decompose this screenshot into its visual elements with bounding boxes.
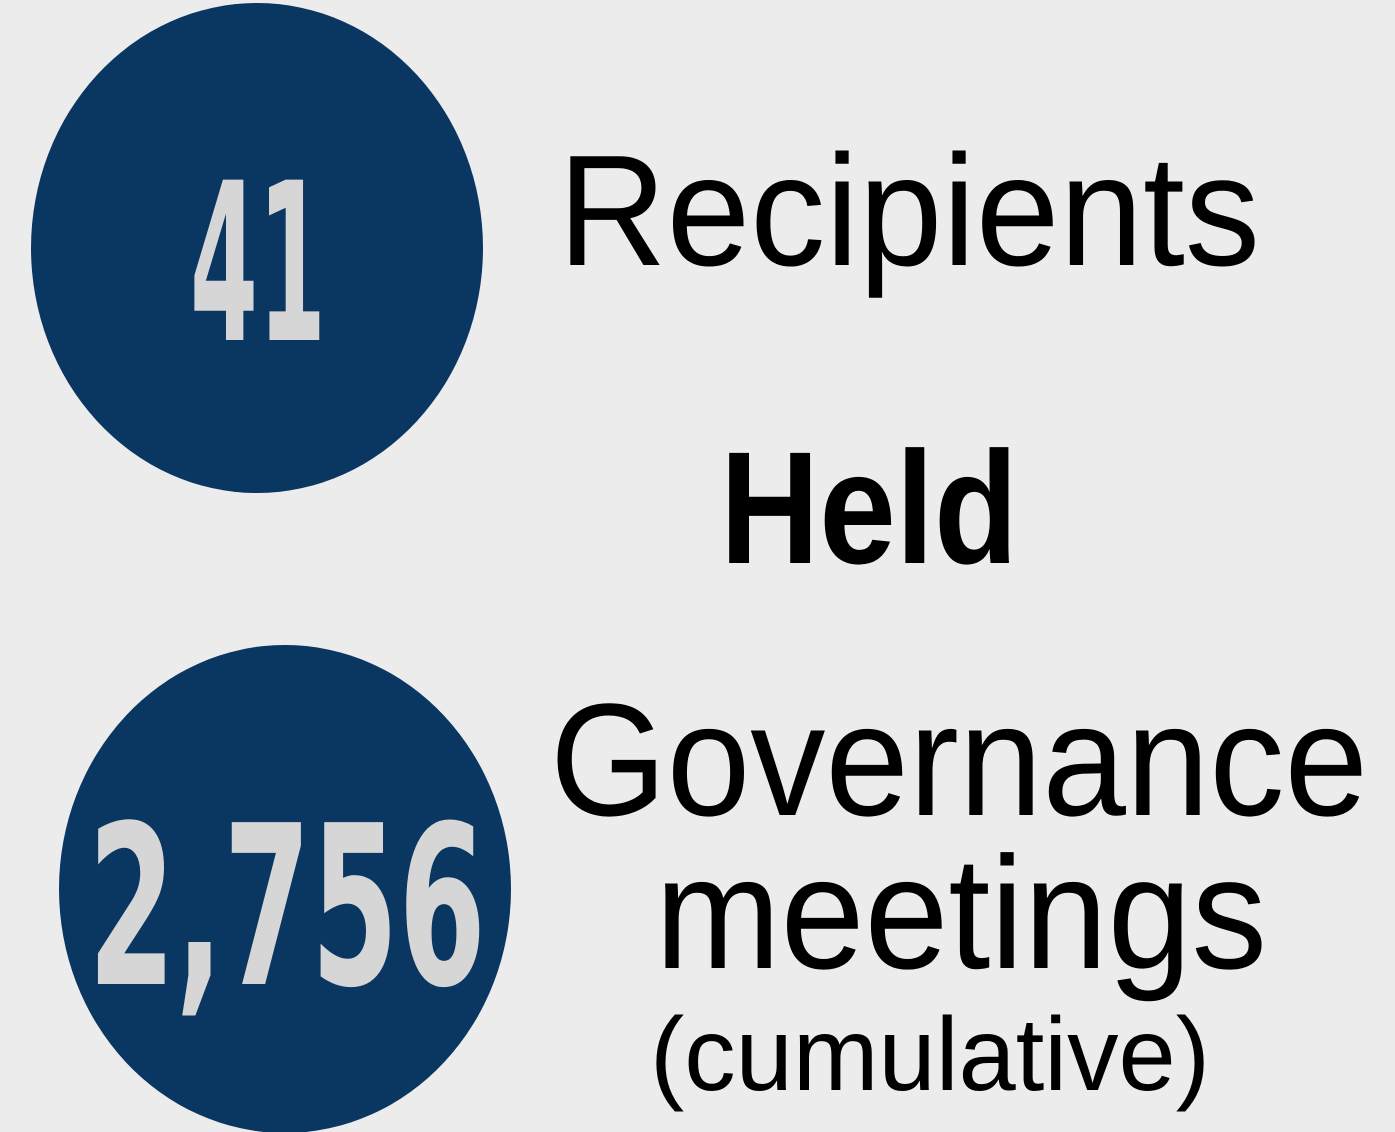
stat-note: (cumulative) bbox=[650, 997, 1210, 1113]
stat-label: Governance bbox=[550, 670, 1368, 849]
stat-circle bbox=[31, 3, 483, 493]
stat-value: 41 bbox=[190, 136, 326, 392]
stat-label: meetings bbox=[655, 823, 1267, 1002]
stat-value: 2,756 bbox=[88, 779, 486, 1037]
stat-circle bbox=[59, 645, 511, 1132]
heading: Held bbox=[720, 418, 1018, 597]
stat-label: Recipients bbox=[558, 123, 1260, 299]
